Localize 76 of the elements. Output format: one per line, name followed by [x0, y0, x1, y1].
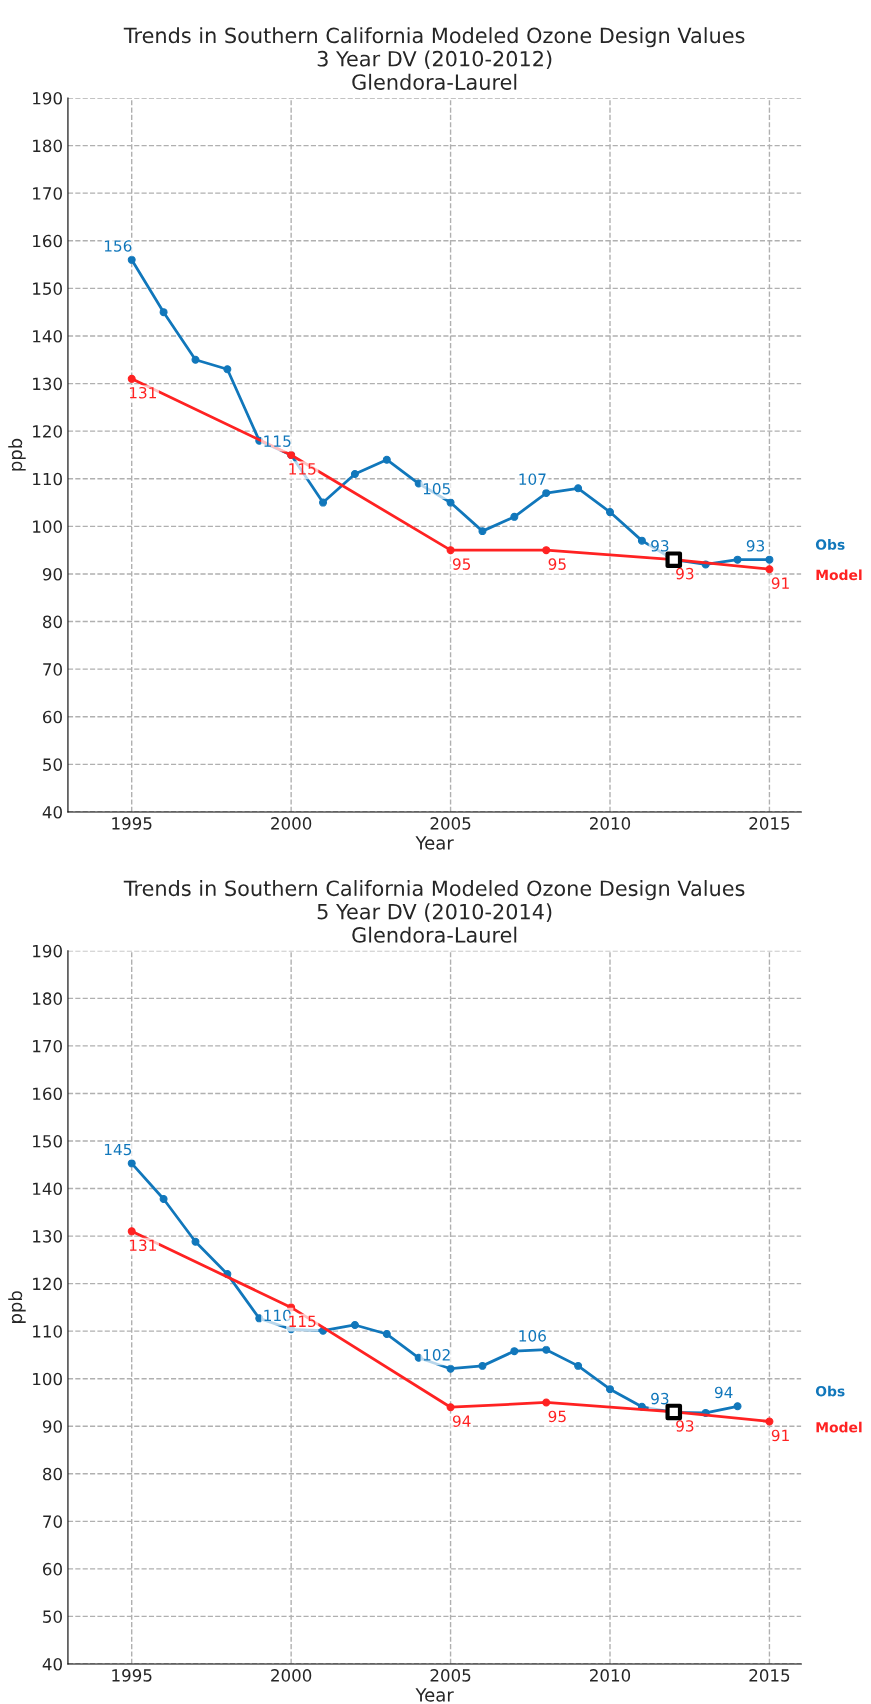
y-tick-label: 170: [33, 1039, 62, 1053]
data-label: 93: [676, 567, 694, 580]
x-tick-label: 2015: [749, 1669, 790, 1682]
data-label: 93: [746, 540, 765, 552]
chart-title: Trends in Southern California Modeled Ozone Design Values 5 Year DV (2010-2014) Glendora-Laurel: [123, 880, 745, 943]
data-label: 156: [104, 240, 132, 252]
y-tick-label: 40: [42, 1657, 62, 1671]
data-label: 95: [548, 558, 566, 570]
data-label: 110: [264, 1309, 291, 1322]
y-axis-title: ppb: [8, 438, 26, 471]
x-tick-label: 1995: [112, 1669, 152, 1682]
y-tick-label: 140: [33, 1182, 62, 1196]
x-axis-title: Year: [415, 1688, 454, 1702]
y-tick-label: 90: [42, 1420, 62, 1433]
y-tick-label: 60: [43, 710, 62, 724]
data-label: 131: [129, 1239, 156, 1252]
data-label: 107: [519, 473, 546, 485]
y-tick-label: 50: [43, 758, 62, 771]
y-tick-label: 110: [33, 1325, 62, 1338]
y-tick-label: 180: [33, 139, 62, 153]
data-label: 145: [104, 1143, 132, 1156]
data-label: 115: [264, 435, 291, 447]
y-tick-label: 100: [33, 520, 62, 533]
data-label: 115: [289, 1315, 316, 1328]
data-label: 106: [519, 1330, 546, 1342]
x-tick-label: 2000: [271, 817, 312, 830]
data-label: 95: [548, 1410, 566, 1423]
y-tick-label: 190: [33, 944, 62, 958]
x-tick-label: 2005: [430, 1669, 471, 1682]
y-tick-label: 160: [33, 234, 62, 248]
x-tick-label: 2000: [271, 1669, 312, 1682]
y-tick-label: 170: [33, 187, 62, 200]
y-tick-label: 70: [43, 1515, 62, 1528]
y-tick-label: 160: [33, 1087, 62, 1101]
chart-title: Trends in Southern California Modeled Ozone Design Values 3 Year DV (2010-2012) Glendora-Laurel: [123, 27, 745, 90]
y-tick-label: 120: [33, 1277, 62, 1291]
y-tick-label: 150: [33, 282, 62, 295]
y-tick-label: 140: [33, 329, 62, 343]
y-tick-label: 130: [33, 377, 62, 391]
data-label: 93: [651, 540, 669, 552]
y-tick-label: 150: [33, 1134, 62, 1148]
text: Obs: [815, 1385, 845, 1397]
x-axis-title: Year: [415, 836, 454, 850]
x-tick-label: 2010: [590, 1669, 631, 1682]
y-axis-title: ppb: [8, 1291, 26, 1323]
y-tick-label: 80: [43, 1467, 62, 1481]
data-label: 102: [423, 1349, 450, 1361]
y-tick-label: 120: [33, 425, 62, 438]
text: Model: [816, 1421, 862, 1433]
y-tick-label: 60: [43, 1562, 62, 1576]
text: Model: [816, 569, 862, 581]
y-tick-label: 70: [43, 663, 62, 676]
y-tick-label: 190: [33, 91, 62, 105]
y-tick-label: 110: [33, 472, 62, 486]
data-label: 94: [452, 1415, 471, 1427]
y-tick-label: 130: [33, 1230, 62, 1243]
data-label: 105: [423, 482, 450, 495]
y-tick-label: 50: [43, 1610, 62, 1623]
y-tick-label: 100: [33, 1372, 62, 1386]
data-label: 94: [714, 1386, 733, 1399]
y-tick-label: 40: [42, 805, 62, 819]
data-label: 93: [651, 1392, 669, 1405]
x-tick-label: 1995: [112, 817, 152, 830]
y-tick-label: 90: [42, 567, 62, 581]
data-label: 115: [289, 463, 316, 475]
data-label: 95: [452, 558, 471, 570]
y-tick-label: 80: [43, 615, 62, 629]
x-tick-label: 2005: [430, 817, 471, 830]
data-label: 131: [129, 386, 156, 399]
data-label: 91: [771, 577, 789, 589]
data-label: 91: [771, 1429, 789, 1442]
data-label: 93: [676, 1420, 694, 1432]
x-tick-label: 2015: [749, 817, 790, 830]
text: Obs: [815, 539, 845, 550]
x-tick-label: 2010: [590, 817, 631, 830]
y-tick-label: 180: [33, 992, 62, 1005]
